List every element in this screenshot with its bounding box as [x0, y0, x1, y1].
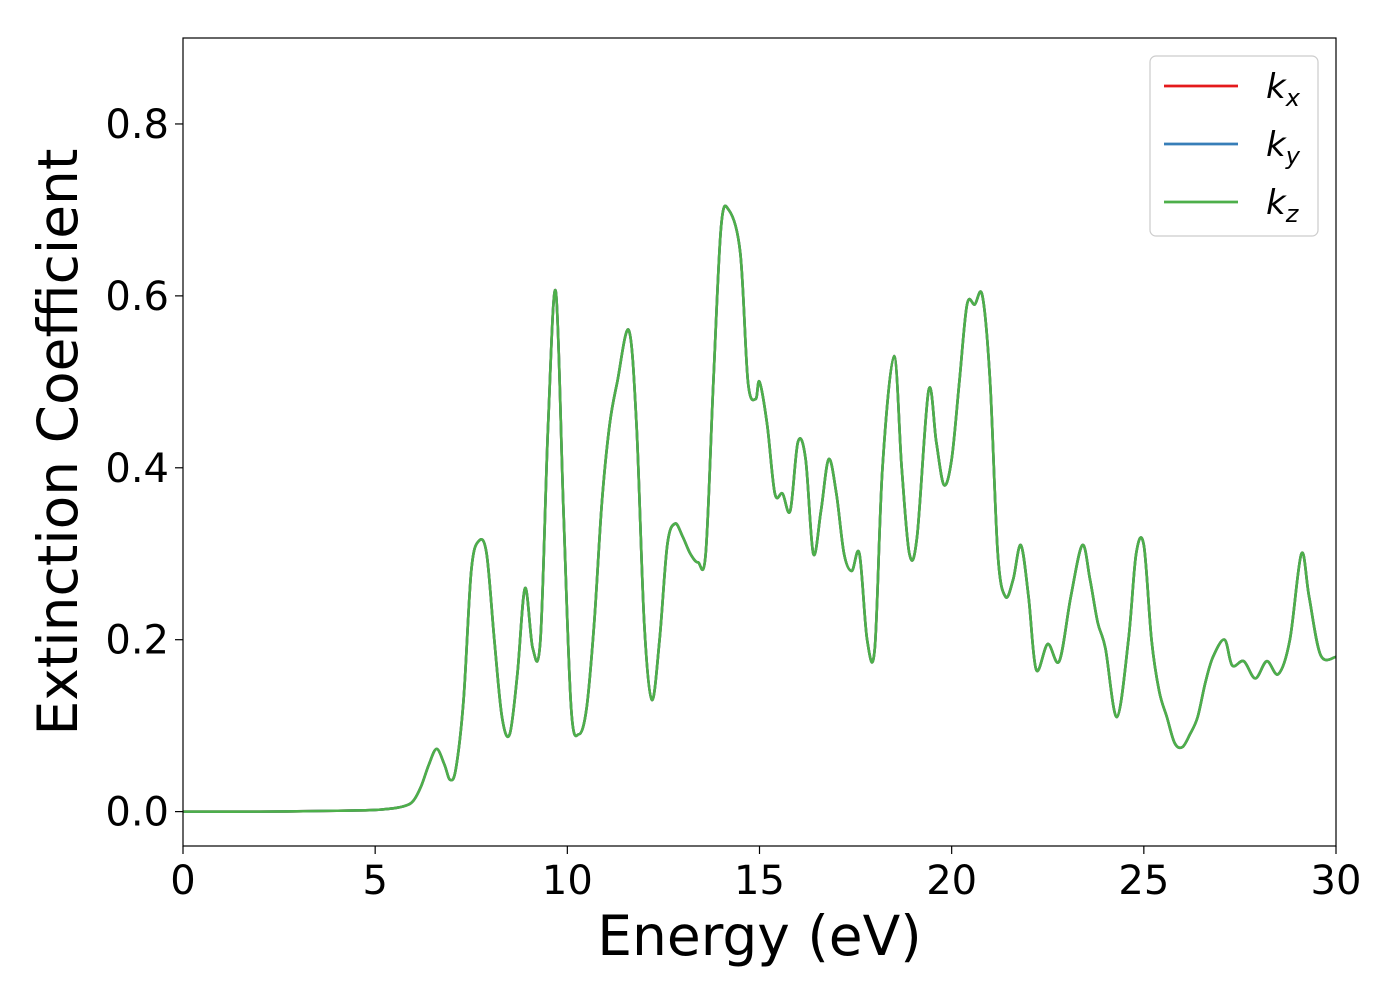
legend: kx ky kz [1149, 55, 1319, 237]
x-axis-label: Energy (eV) [597, 904, 921, 968]
series-layer [183, 204, 1336, 813]
y-axis-label: Extinction Coefficient [26, 149, 90, 736]
y-tick-label: 0.8 [105, 102, 169, 148]
y-tick-label: 0.2 [105, 618, 169, 664]
x-tick-label: 20 [926, 858, 977, 904]
x-tick-label: 25 [1118, 858, 1169, 904]
y-tick-label: 0.6 [105, 274, 169, 320]
legend-label-kz: kz [1266, 183, 1300, 228]
x-tick-label: 10 [542, 858, 593, 904]
legend-label-ky: ky [1266, 125, 1301, 170]
y-axis: 0.0 0.2 0.4 0.6 0.8 [105, 102, 183, 836]
series-line-kz [183, 204, 1336, 813]
y-tick-label: 0.0 [105, 790, 169, 836]
legend-label-kx: kx [1266, 67, 1301, 112]
x-tick-label: 0 [170, 858, 195, 904]
x-tick-label: 30 [1311, 858, 1362, 904]
x-tick-label: 5 [362, 858, 387, 904]
legend-box [1149, 55, 1319, 237]
x-axis: 0 5 10 15 20 25 30 [170, 846, 1361, 904]
y-tick-label: 0.4 [105, 446, 169, 492]
x-tick-label: 15 [734, 858, 785, 904]
